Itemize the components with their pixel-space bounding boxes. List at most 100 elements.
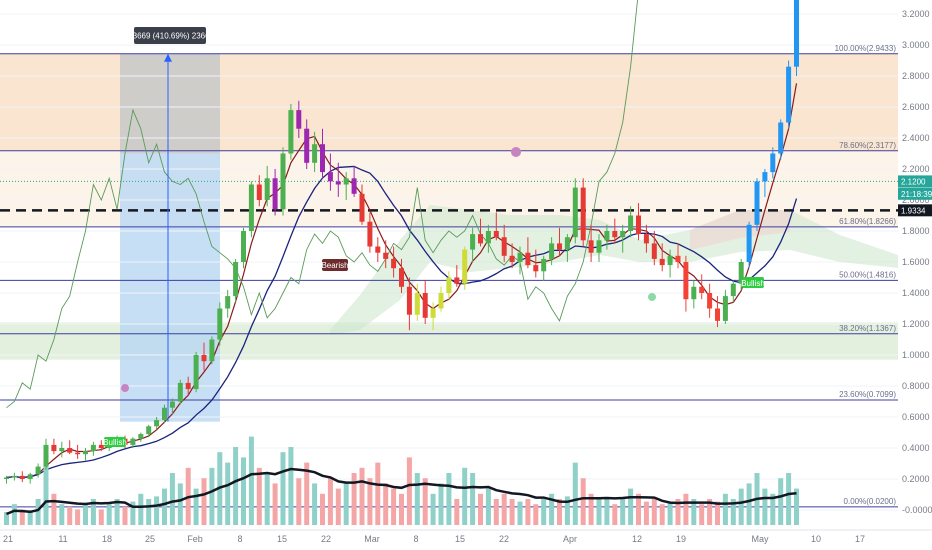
candle-body xyxy=(643,234,649,244)
fib-label: 78.60%(2.3177) xyxy=(839,141,896,150)
candle-body xyxy=(67,448,73,453)
fib-label: 23.60%(0.7099) xyxy=(839,390,896,399)
price-tags: 2.1200 21:18:39 1.9334 xyxy=(898,175,932,217)
fib-label: 61.80%(1.8266) xyxy=(839,217,896,226)
volume-bar xyxy=(588,493,594,525)
volume-bar xyxy=(320,493,325,525)
volume-bar xyxy=(67,506,73,525)
volume-bar xyxy=(730,499,736,525)
measure-label-bg xyxy=(134,27,206,44)
candle-body xyxy=(422,293,428,318)
candle-body xyxy=(248,184,254,231)
x-axis: 21 11 18 25 Feb 8 15 22 Mar 8 15 22 Apr 12 19 May 10 17 xyxy=(0,529,932,544)
candle-body xyxy=(454,277,460,284)
volume-bar xyxy=(564,496,570,525)
volume-bar xyxy=(27,512,33,525)
lagging-span xyxy=(6,0,638,409)
candle-body xyxy=(146,426,152,435)
volume-bar xyxy=(778,478,784,525)
volume-bar xyxy=(478,493,483,525)
candle-body xyxy=(762,172,768,182)
candle-body xyxy=(217,308,223,340)
candle-body xyxy=(35,466,41,475)
y-tick-label: 1.2000 xyxy=(902,319,930,329)
candle-body xyxy=(351,178,357,194)
volume-bar xyxy=(288,447,294,525)
candle-body xyxy=(691,286,697,300)
candle-body xyxy=(162,407,167,421)
x-tick-label: 10 xyxy=(811,534,821,544)
volume-bar xyxy=(430,493,436,525)
candle-body xyxy=(27,474,33,479)
volume-bar xyxy=(391,488,397,525)
candle-body xyxy=(320,144,325,173)
x-tick-label: 8 xyxy=(237,534,242,544)
candle-body xyxy=(406,286,412,315)
candle-body xyxy=(138,434,144,439)
fib-label: 0.00%(0.0200) xyxy=(844,497,897,506)
price-tag: 1.9334 xyxy=(901,206,926,215)
volume-bar xyxy=(138,493,144,525)
x-tick-label: 11 xyxy=(58,534,67,544)
candle-body xyxy=(651,243,657,259)
y-tick-label: -0.0000 xyxy=(902,505,932,515)
candle-body xyxy=(659,258,665,266)
volume-bar xyxy=(770,493,776,525)
cloud-area-red xyxy=(690,210,790,250)
volume-bar xyxy=(541,499,547,525)
volume-bar xyxy=(201,478,207,525)
volume-bar xyxy=(517,501,523,525)
volume-ma-line xyxy=(6,467,797,516)
x-tick-label: Mar xyxy=(364,534,380,544)
candle-body xyxy=(715,308,720,321)
y-tick-label: 1.8000 xyxy=(902,226,930,236)
volume-bar xyxy=(272,483,278,525)
volume-bar xyxy=(11,504,17,525)
x-tick-label: 25 xyxy=(145,534,155,544)
volume-bar xyxy=(659,504,665,525)
candle-body xyxy=(51,444,57,452)
volume-bar xyxy=(501,493,507,525)
candle-body xyxy=(557,243,562,250)
y-tick-label: 1.0000 xyxy=(902,350,930,360)
candle-body xyxy=(288,110,294,154)
volume-bar xyxy=(264,473,270,525)
x-tick-label: Feb xyxy=(187,534,203,544)
candle-body xyxy=(414,293,420,315)
candle-body xyxy=(177,382,183,402)
volume-bar xyxy=(557,499,562,525)
bullish-tag-bg xyxy=(742,277,764,288)
y-tick-label: 2.0000 xyxy=(902,195,930,205)
volume-bar xyxy=(399,493,404,525)
candle-body xyxy=(154,420,160,427)
candle-body xyxy=(588,240,594,253)
candle-body xyxy=(335,181,341,185)
volume-bar xyxy=(493,499,499,525)
volume-bar xyxy=(509,499,515,525)
candle-body xyxy=(399,268,404,287)
candle-body xyxy=(256,184,262,200)
volume-bar xyxy=(580,478,586,525)
volume-bar xyxy=(256,467,262,525)
signal-dot xyxy=(648,293,656,301)
measure-box-blue xyxy=(120,153,220,422)
candle-body xyxy=(525,252,531,266)
volume-bar xyxy=(525,499,531,525)
candle-body xyxy=(343,178,349,185)
bullish-tag-bg xyxy=(104,437,126,447)
volume-bar xyxy=(691,499,697,525)
candle-body xyxy=(98,444,104,448)
bearish-tag-bg xyxy=(322,259,348,271)
candle-body xyxy=(296,110,302,129)
candle-body xyxy=(675,255,681,262)
volume-bar xyxy=(51,493,57,525)
candle-body xyxy=(130,438,136,445)
candle-body xyxy=(19,475,25,479)
candle-body xyxy=(438,293,444,309)
y-axis: 3.2000 3.0000 2.8000 2.6000 2.4000 2.2000 2.00… xyxy=(902,9,932,515)
price-tag-bg xyxy=(898,175,932,188)
signal-dot xyxy=(121,384,129,392)
candle-body xyxy=(501,237,507,256)
candle-body xyxy=(620,231,626,238)
